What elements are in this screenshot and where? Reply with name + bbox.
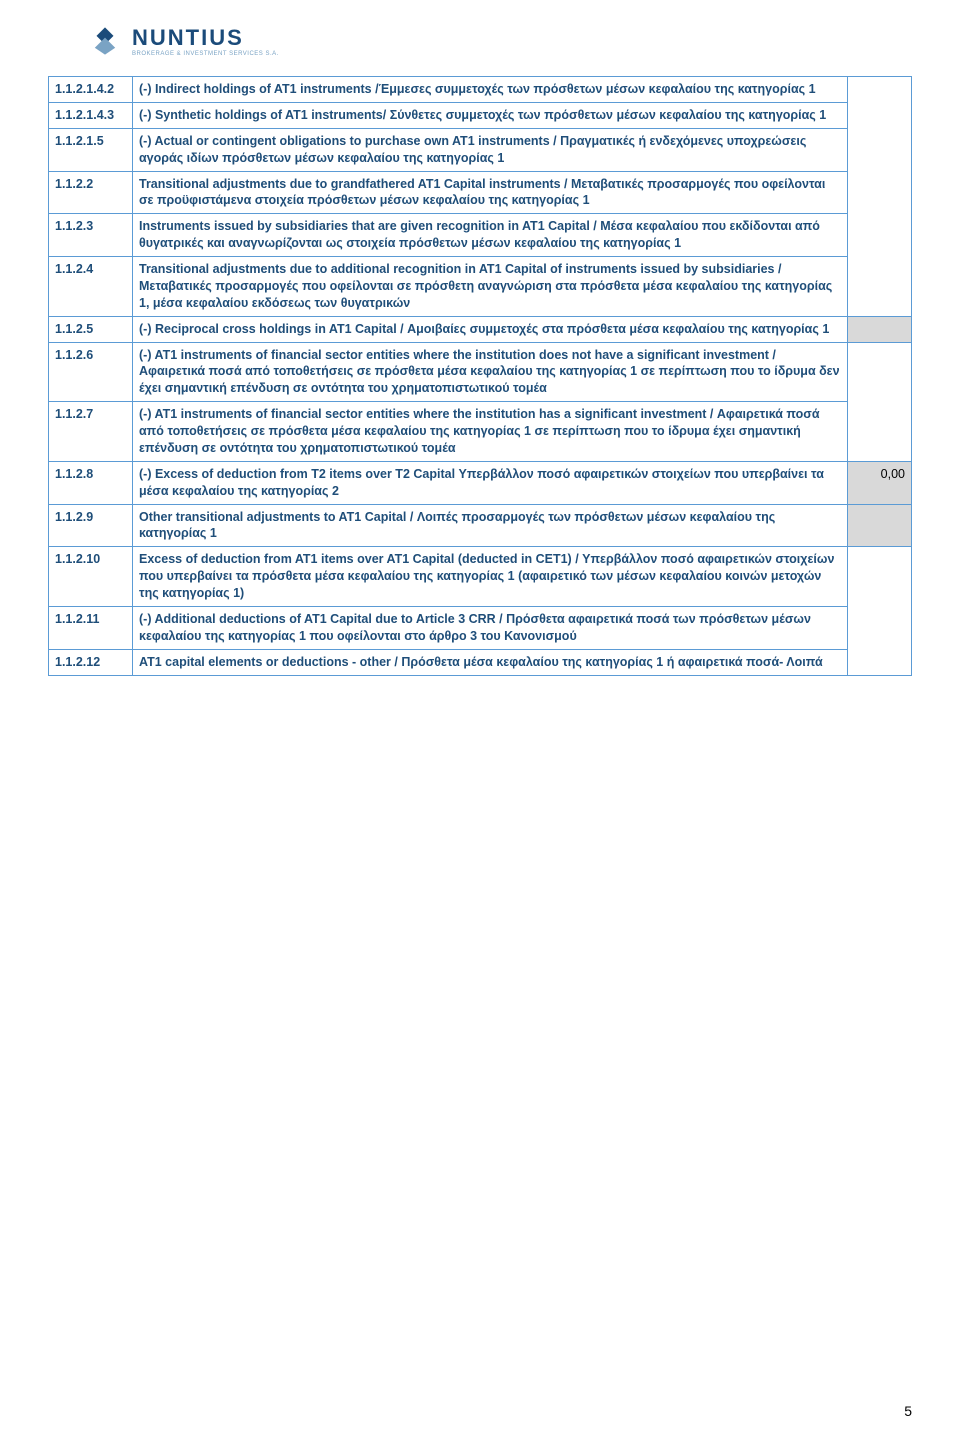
row-code: 1.1.2.2: [49, 171, 133, 214]
row-value: [848, 316, 912, 342]
row-code: 1.1.2.9: [49, 504, 133, 547]
row-text: (-) Indirect holdings of AT1 instruments…: [133, 77, 848, 103]
row-text: Excess of deduction from AT1 items over …: [133, 547, 848, 607]
row-code: 1.1.2.3: [49, 214, 133, 257]
row-value: [848, 342, 912, 461]
row-text: Other transitional adjustments to AT1 Ca…: [133, 504, 848, 547]
row-text: (-) Synthetic holdings of AT1 instrument…: [133, 102, 848, 128]
row-value: [848, 547, 912, 675]
logo: NUNTIUS BROKERAGE & INVESTMENT SERVICES …: [48, 24, 912, 58]
row-code: 1.1.2.1.4.2: [49, 77, 133, 103]
logo-text-block: NUNTIUS BROKERAGE & INVESTMENT SERVICES …: [132, 25, 279, 57]
row-code: 1.1.2.12: [49, 649, 133, 675]
logo-name: NUNTIUS: [132, 25, 279, 51]
row-value: 0,00: [848, 461, 912, 504]
row-text: Transitional adjustments due to grandfat…: [133, 171, 848, 214]
row-code: 1.1.2.10: [49, 547, 133, 607]
row-text: (-) AT1 instruments of financial sector …: [133, 402, 848, 462]
row-code: 1.1.2.7: [49, 402, 133, 462]
logo-icon: [88, 24, 122, 58]
row-code: 1.1.2.1.5: [49, 128, 133, 171]
row-code: 1.1.2.5: [49, 316, 133, 342]
row-value: [848, 77, 912, 317]
row-code: 1.1.2.6: [49, 342, 133, 402]
row-text: Transitional adjustments due to addition…: [133, 257, 848, 317]
row-text: Instruments issued by subsidiaries that …: [133, 214, 848, 257]
row-code: 1.1.2.11: [49, 606, 133, 649]
row-code: 1.1.2.1.4.3: [49, 102, 133, 128]
logo-subtitle: BROKERAGE & INVESTMENT SERVICES S.A.: [132, 51, 279, 57]
row-code: 1.1.2.4: [49, 257, 133, 317]
row-text: (-) Reciprocal cross holdings in AT1 Cap…: [133, 316, 848, 342]
row-text: (-) AT1 instruments of financial sector …: [133, 342, 848, 402]
row-text: AT1 capital elements or deductions - oth…: [133, 649, 848, 675]
content-table: 1.1.2.1.4.2(-) Indirect holdings of AT1 …: [48, 76, 912, 676]
page-number: 5: [904, 1403, 912, 1419]
row-text: (-) Excess of deduction from T2 items ov…: [133, 461, 848, 504]
row-text: (-) Additional deductions of AT1 Capital…: [133, 606, 848, 649]
row-text: (-) Actual or contingent obligations to …: [133, 128, 848, 171]
row-code: 1.1.2.8: [49, 461, 133, 504]
row-value: [848, 504, 912, 547]
